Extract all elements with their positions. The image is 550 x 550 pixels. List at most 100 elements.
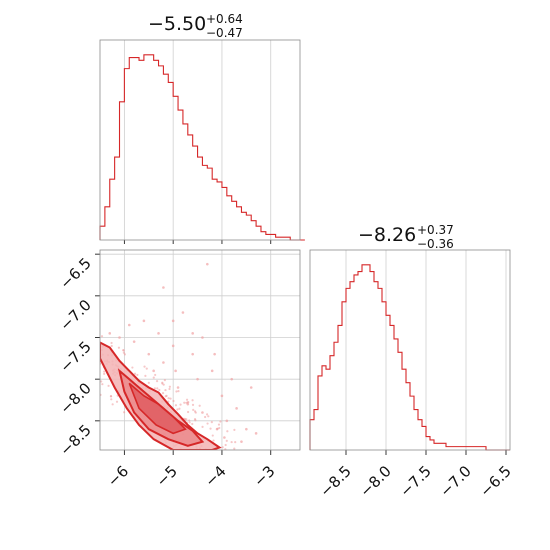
scatter-point (162, 286, 165, 289)
scatter-2d-ytick-label: −6.5 (56, 254, 94, 292)
scatter-point (110, 398, 113, 401)
histogram-b-steps (309, 264, 510, 451)
histogram-b-tick-label: −7.0 (436, 462, 474, 500)
scatter-point (153, 387, 157, 390)
scatter-point (225, 439, 228, 442)
scatter-point (185, 418, 188, 421)
scatter-point (212, 439, 215, 442)
scatter-point (161, 392, 165, 395)
scatter-point (176, 386, 180, 389)
scatter-point (103, 372, 106, 375)
scatter-point (192, 408, 195, 411)
scatter-point (175, 390, 178, 393)
scatter-2d-y-tick-labels: −6.5 −7.0 −7.5−8.0 −8.5 (56, 254, 94, 459)
scatter-point (211, 434, 214, 437)
scatter-point (181, 311, 185, 314)
scatter-point (101, 383, 104, 386)
scatter-2d-xtick-label: −3 (250, 462, 278, 490)
scatter-point (201, 425, 204, 429)
scatter-point (169, 397, 172, 400)
scatter-point (174, 404, 178, 407)
scatter-point (108, 332, 112, 335)
scatter-point (110, 341, 113, 345)
scatter-point (118, 336, 121, 339)
scatter-point (168, 387, 171, 391)
scatter-point (143, 365, 146, 368)
scatter-2d-ytick-label: −7.5 (56, 338, 94, 376)
scatter-2d-xtick-label: −5 (153, 462, 181, 490)
scatter-point (111, 403, 114, 406)
histogram-b-tick-label: −6.5 (476, 462, 514, 500)
histogram-param-b: −8.5 −8.0 −7.5 −7.0 −6.5 (309, 249, 515, 501)
histogram-b-tick-label: −7.5 (396, 462, 434, 500)
title-param-b-sup: +0.37 (417, 223, 454, 237)
scatter-point (179, 403, 182, 406)
histogram-b-ticks (345, 450, 507, 455)
scatter-point (233, 447, 236, 450)
scatter-point (174, 369, 177, 373)
scatter-point (249, 386, 253, 389)
scatter-point (117, 346, 121, 349)
scatter-point (201, 411, 204, 414)
scatter-point (223, 436, 226, 439)
histogram-a-frame (99, 39, 301, 241)
scatter-point (191, 352, 194, 356)
scatter-point (144, 374, 147, 377)
scatter-point (204, 415, 207, 419)
scatter-point (206, 262, 209, 266)
scatter-point (216, 427, 219, 430)
histogram-b-frame (309, 249, 511, 451)
scatter-point (254, 432, 258, 435)
scatter-point (147, 352, 151, 356)
scatter-point (230, 440, 233, 444)
scatter-point (172, 399, 175, 403)
scatter-point (198, 404, 201, 407)
histogram-b-tick-label: −8.0 (356, 462, 394, 500)
scatter-2d-ytick-label: −8.5 (56, 421, 94, 459)
histogram-b-tick-label: −8.5 (316, 462, 354, 500)
scatter-point (191, 403, 195, 406)
title-param-a: −5.50 (148, 13, 206, 35)
scatter-point (100, 380, 103, 383)
scatter-point (171, 319, 175, 323)
scatter-2d-ticks (95, 253, 272, 455)
title-param-b-sub: −0.36 (417, 237, 454, 251)
scatter-point (191, 422, 194, 426)
scatter-point (100, 335, 104, 338)
scatter-point (210, 369, 214, 373)
scatter-point (109, 395, 113, 398)
contour-outer (100, 341, 222, 450)
scatter-2d-panel: −6 −5 −4 −3 −6.5 −7.0 −7.5−8.0 −8.5 (56, 249, 301, 490)
scatter-point (131, 366, 134, 369)
scatter-2d-frame (99, 249, 301, 451)
scatter-point (240, 440, 243, 443)
scatter-point (210, 421, 213, 424)
scatter-point (142, 319, 146, 323)
scatter-point (123, 411, 126, 414)
scatter-point (158, 388, 161, 392)
scatter-point (107, 384, 110, 387)
scatter-point (226, 430, 229, 433)
title-param-a-main: −5.50 (148, 13, 206, 35)
scatter-point (103, 370, 106, 373)
scatter-point (177, 390, 180, 393)
histogram-a-steps (99, 54, 305, 241)
scatter-point (164, 395, 167, 398)
scatter-2d-x-tick-labels: −6 −5 −4 −3 (104, 462, 279, 490)
scatter-2d-xtick-label: −6 (104, 462, 132, 490)
scatter-2d-ytick-label: −7.0 (56, 296, 94, 334)
scatter-point (185, 401, 188, 404)
scatter-point (155, 379, 159, 383)
scatter-point (122, 349, 125, 352)
scatter-point (188, 421, 191, 424)
scatter-point (245, 427, 248, 431)
scatter-point (183, 401, 186, 404)
scatter-point (152, 369, 155, 373)
scatter-point (230, 377, 234, 381)
scatter-point (201, 336, 204, 339)
scatter-point (178, 407, 181, 410)
scatter-point (157, 332, 160, 335)
histogram-a-ticks (123, 240, 272, 244)
scatter-point (224, 443, 227, 447)
